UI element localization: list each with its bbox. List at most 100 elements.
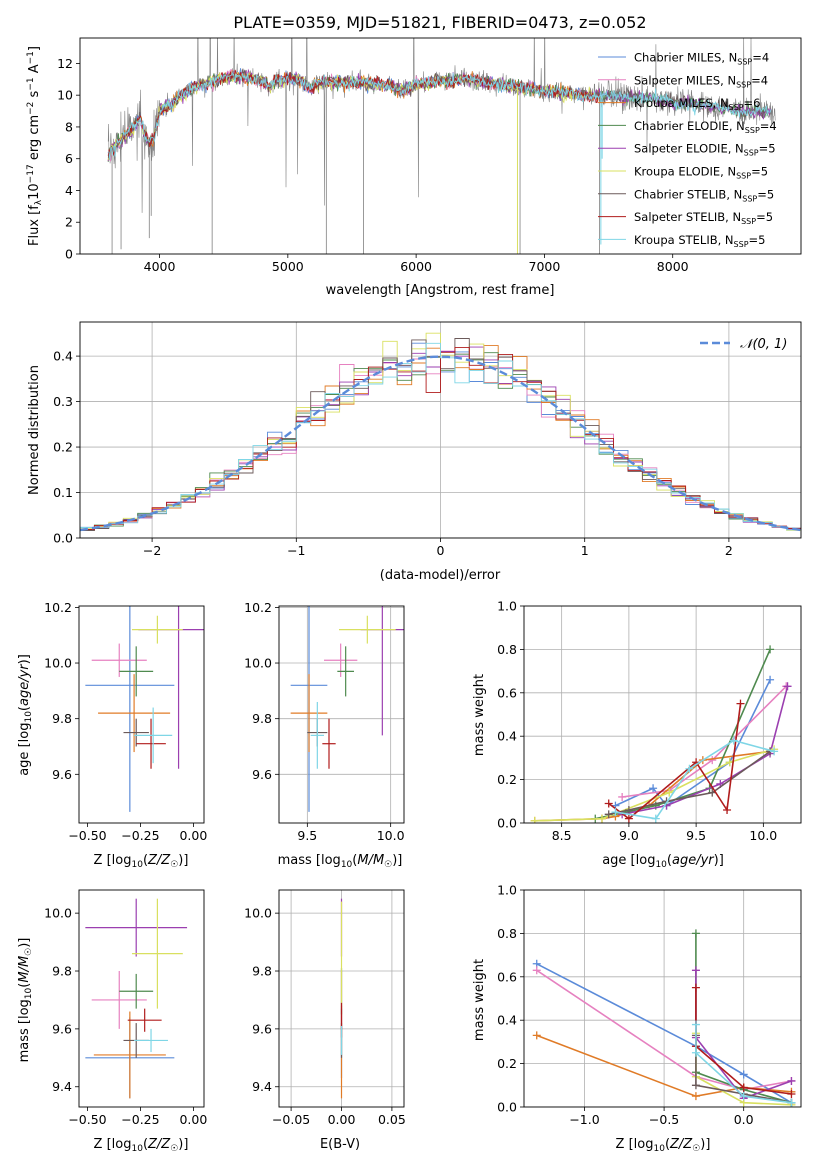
y-tick-label: 10.0 [44,906,72,921]
x-tick-label: 6000 [400,259,432,274]
x-tick-label: −1.0 [569,1112,599,1127]
x-tick-label: 0.00 [179,1112,207,1127]
y-tick-label: 0.2 [497,1056,517,1071]
weight-series-2 [622,685,787,798]
y-tick-label: 1.0 [497,599,517,614]
weight-series-4 [595,649,771,820]
x-tick-label: 9.5 [686,828,706,843]
point-marker [597,814,606,823]
legend: 𝒩(0, 1) [700,337,787,352]
axes-frame [79,321,802,539]
weight-series-9 [695,1024,792,1104]
x-tick-label: 9.5 [297,828,317,843]
axes-frame [78,889,205,1108]
y-tick-label: 0.0 [53,531,73,546]
weight-series-7 [695,1035,792,1104]
x-tick-label: 0.00 [179,828,207,843]
x-tick-label: 8000 [657,259,689,274]
spectrum-title: PLATE=0359, MJD=51821, FIBERID=0473, z=0… [233,13,646,32]
point-marker [787,1089,796,1098]
y-tick-label: 9.8 [252,711,272,726]
x-tick-label: −0.05 [272,1112,310,1127]
y-tick-label: 12 [57,56,73,71]
point-marker [691,966,700,975]
y-tick-label: 0.4 [53,349,73,364]
y-tick-label: 0.8 [497,926,517,941]
point-marker [766,675,775,684]
plot-area [85,898,188,1099]
x-tick-label: −0.50 [68,828,106,843]
x-tick-label: 0.05 [378,1112,406,1127]
ticks: −2 −1 0 1 2 0.0 0.1 0.2 0.3 0.4 [53,349,733,558]
weight-series-1 [615,679,771,807]
ticks: −1.0 −0.5 0.0 0.0 0.2 0.4 0.6 0.8 1.0 [497,883,754,1128]
y-tick-label: 0.2 [53,440,73,455]
y-tick-label: 9.6 [252,1021,272,1036]
weight-series-6 [534,748,775,822]
x-tick-label: 8.5 [552,828,572,843]
y-tick-label: 0.0 [497,816,517,831]
spectrum-ylabel: Flux [fλ10−17 erg cm−2 s−1 A−1] [26,46,44,246]
weight-series-5 [622,686,789,816]
x-tick-label: −0.25 [121,828,159,843]
ticks: 9.5 10.0 9.6 9.8 10.0 10.2 [244,600,404,843]
point-marker [685,764,694,773]
point-marker [691,929,700,938]
y-tick-label: 0.6 [497,685,517,700]
x-tick-label: −0.5 [649,1112,679,1127]
ticks: 8.5 9.0 9.5 10.0 0.0 0.2 0.4 0.6 0.8 1.0 [497,599,777,844]
point-marker [665,788,674,797]
point-marker [691,1092,700,1101]
histogram-xlabel: (data-model)/error [380,568,501,583]
Z-mass-xlabel: Z [log10(Z/Z☉)] [94,1137,189,1154]
x-tick-label: −0.25 [121,1112,159,1127]
Z-age-xlabel: Z [log10(Z/Z☉)] [94,853,189,870]
point-marker [770,747,779,756]
histogram-series-8 [80,346,801,530]
plot-area [524,606,801,823]
point-marker [651,814,660,823]
y-tick-label: 10.2 [244,600,272,615]
point-marker [691,983,700,992]
point-marker [708,756,717,765]
mass-vs-age-panel: mass [log10(M/M☉)] 9.5 10.0 9.6 9.8 10.0 10.2 [244,600,404,870]
histogram-ylabel: Normed distribution [27,365,42,495]
y-tick-label: 9.6 [52,767,72,782]
legend-label: Kroupa STELIB, NSSP=5 [634,233,765,249]
legend-label: Salpeter STELIB, NSSP=5 [634,210,773,226]
y-tick-label: 0.2 [497,772,517,787]
legend-label: Chabrier MILES, NSSP=4 [634,51,769,67]
point-marker [787,1076,796,1085]
x-tick-label: −0.50 [68,1112,106,1127]
y-tick-label: 0.1 [53,485,73,500]
x-tick-label: 0.00 [328,1112,356,1127]
y-tick-label: 0.8 [497,642,517,657]
point-marker [611,808,620,817]
Z-vs-age-panel: Z [log10(Z/Z☉)] age [log10(age/yr)] −0.5… [17,600,207,870]
x-tick-label: 2 [725,543,733,558]
weight-series-2 [536,969,792,1091]
point-marker [766,645,775,654]
point-marker [739,1070,748,1079]
legend-label: Chabrier STELIB, NSSP=5 [634,187,774,203]
y-tick-label: 2 [65,215,73,230]
y-tick-label: 9.6 [252,767,272,782]
histogram-series-9 [80,342,801,531]
legend-label: Kroupa ELODIE, NSSP=5 [634,165,768,181]
Z-vs-mass-weight-panel: Z [log10(Z/Z☉)] mass weight −1.0 −0.5 0.0 0… [472,883,802,1154]
y-tick-label: 10.0 [244,656,272,671]
y-tick-label: 9.8 [52,964,72,979]
ticks: −0.05 0.00 0.05 9.4 9.6 9.8 10.0 [244,906,406,1127]
y-tick-label: 9.4 [252,1079,272,1094]
point-marker [691,1081,700,1090]
x-tick-label: 7000 [529,259,561,274]
point-marker [736,699,745,708]
weight-series-1 [536,963,792,1104]
Z-vs-mass-panel: Z [log10(Z/Z☉)] mass [log10(M/M☉)] −0.50… [17,889,207,1154]
point-marker [739,1092,748,1101]
point-marker [604,799,613,808]
x-tick-label: 10.0 [377,828,405,843]
x-tick-label: 1 [581,543,589,558]
y-tick-label: 8 [65,119,73,134]
y-tick-label: 1.0 [497,883,517,898]
